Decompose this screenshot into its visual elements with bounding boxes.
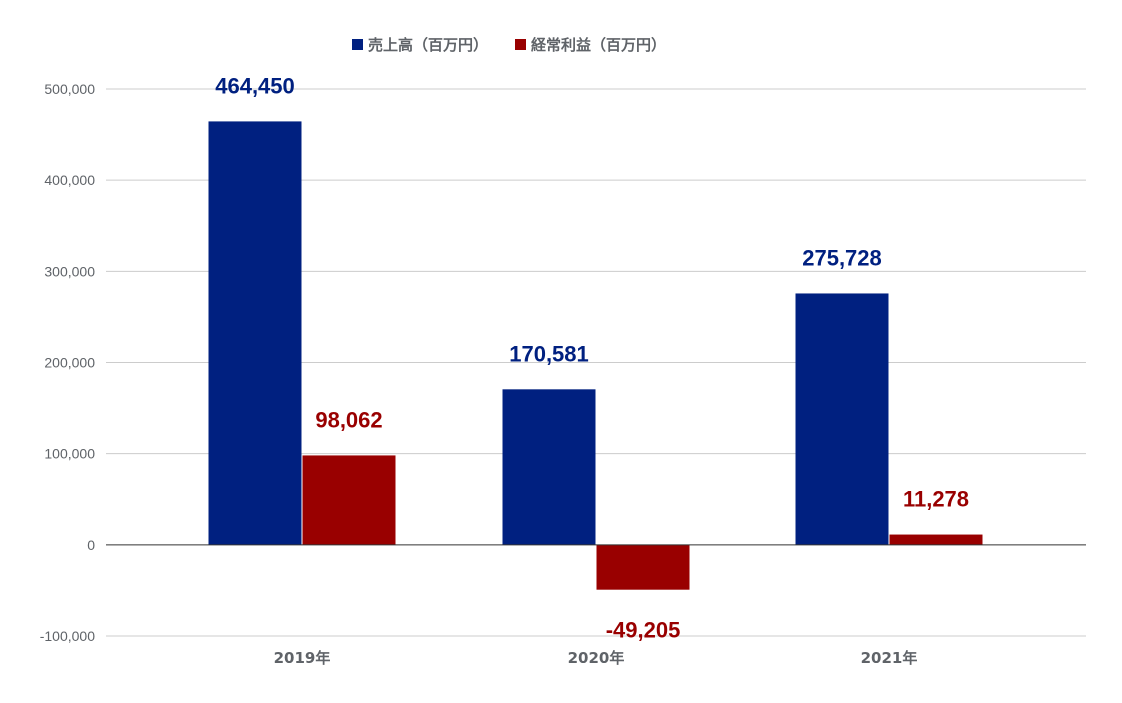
bar-ordinary-profit-0 xyxy=(302,455,396,545)
data-label: 11,278 xyxy=(903,487,969,512)
data-labels: 464,450 170,581 275,728 98,062 -49,205 11,278 xyxy=(215,73,969,642)
data-label: 464,450 xyxy=(215,73,295,98)
legend-label: 売上高（百万円） xyxy=(368,36,488,54)
data-label: 170,581 xyxy=(509,341,589,366)
y-tick-label: 100,000 xyxy=(44,446,95,462)
y-tick-label: 400,000 xyxy=(44,172,95,188)
data-label: 275,728 xyxy=(802,245,882,270)
legend-label: 経常利益（百万円） xyxy=(531,36,666,54)
bars xyxy=(208,121,983,590)
legend: 売上高（百万円） 経常利益（百万円） xyxy=(352,36,666,54)
legend-swatch xyxy=(515,39,526,50)
y-tick-label: 0 xyxy=(87,537,95,553)
y-tick-label: 300,000 xyxy=(44,263,95,279)
data-label: 98,062 xyxy=(315,407,382,432)
x-category-label: 2020年 xyxy=(568,649,625,667)
x-category-label: 2021年 xyxy=(861,649,918,667)
bar-sales-0 xyxy=(208,121,302,545)
y-tick-label: -100,000 xyxy=(40,628,95,644)
data-label: -49,205 xyxy=(606,618,681,643)
x-axis-category-labels: 2019年 2020年 2021年 xyxy=(274,649,918,667)
bar-sales-2 xyxy=(795,293,889,545)
bar-ordinary-profit-1 xyxy=(596,544,690,590)
bar-ordinary-profit-2 xyxy=(889,534,983,545)
legend-swatch xyxy=(352,39,363,50)
x-category-label: 2019年 xyxy=(274,649,331,667)
bar-sales-1 xyxy=(502,389,596,545)
y-axis-tick-labels: 500,000 400,000 300,000 200,000 100,000 0 -100… xyxy=(40,81,95,644)
y-tick-label: 200,000 xyxy=(44,355,95,371)
y-tick-label: 500,000 xyxy=(44,81,95,97)
